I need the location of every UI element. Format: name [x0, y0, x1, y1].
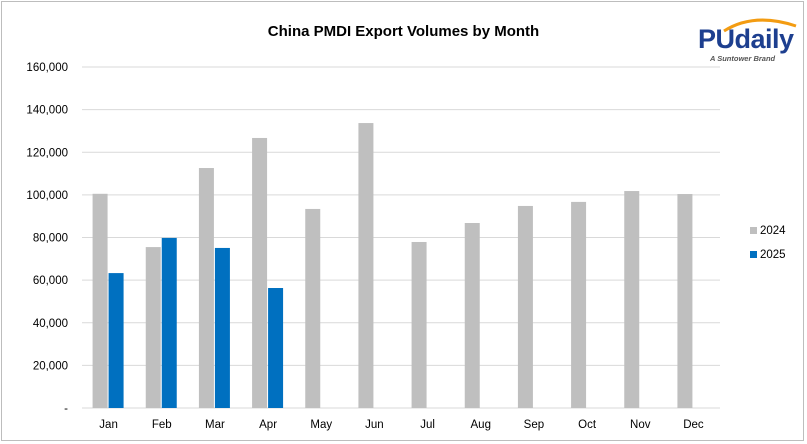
- logo-arc-icon: [723, 18, 797, 33]
- chart-title: China PMDI Export Volumes by Month: [267, 23, 540, 40]
- bar-2024-Dec: [677, 194, 693, 408]
- x-tick-label: Sep: [524, 419, 544, 431]
- y-tick-label: 100,000: [26, 190, 68, 202]
- bar-2025-Feb: [161, 237, 177, 408]
- bar-2024-Aug: [464, 223, 480, 408]
- legend-swatch-2025: [750, 251, 757, 258]
- bar-2025-Jan: [108, 273, 124, 408]
- x-tick-label: Mar: [205, 419, 225, 431]
- y-tick-label: 80,000: [33, 233, 68, 245]
- bar-2025-Mar: [214, 247, 230, 408]
- bar-2024-Oct: [571, 201, 587, 408]
- bar-2024-Apr: [252, 137, 268, 408]
- bar-2025-Apr: [268, 288, 284, 408]
- bar-2024-Mar: [198, 168, 214, 408]
- y-tick-label: 20,000: [33, 360, 68, 372]
- logo-word: PUdaily: [698, 24, 794, 54]
- x-tick-label: Aug: [471, 419, 491, 431]
- pudaily-logo: PUdaily A Suntower Brand: [694, 14, 804, 64]
- y-tick-label: 160,000: [26, 62, 68, 74]
- x-tick-label: Nov: [630, 419, 651, 431]
- y-tick-label: 60,000: [33, 275, 68, 287]
- bar-2024-May: [305, 208, 321, 408]
- legend-label-2024: 2024: [760, 225, 786, 237]
- x-tick-label: Feb: [152, 419, 172, 431]
- bar-2024-Nov: [624, 191, 640, 408]
- x-tick-label: Jun: [365, 419, 384, 431]
- legend-label-2025: 2025: [760, 249, 786, 261]
- x-tick-label: Oct: [578, 419, 597, 431]
- x-tick-label: Jan: [99, 419, 118, 431]
- legend-swatch-2024: [750, 227, 757, 234]
- y-tick-label: -: [64, 403, 68, 415]
- x-tick-label: May: [310, 419, 332, 431]
- y-tick-label: 40,000: [33, 318, 68, 330]
- logo-tagline: A Suntower Brand: [710, 54, 776, 63]
- bar-2024-Sep: [517, 205, 533, 408]
- y-tick-label: 140,000: [26, 105, 68, 117]
- y-tick-label: 120,000: [26, 147, 68, 159]
- bar-2024-Feb: [145, 247, 161, 408]
- bar-2024-Jul: [411, 241, 427, 408]
- x-tick-label: Jul: [420, 419, 435, 431]
- x-tick-label: Dec: [683, 419, 704, 431]
- bar-2024-Jun: [358, 123, 374, 408]
- x-tick-label: Apr: [259, 419, 277, 431]
- bar-2024-Jan: [92, 193, 108, 408]
